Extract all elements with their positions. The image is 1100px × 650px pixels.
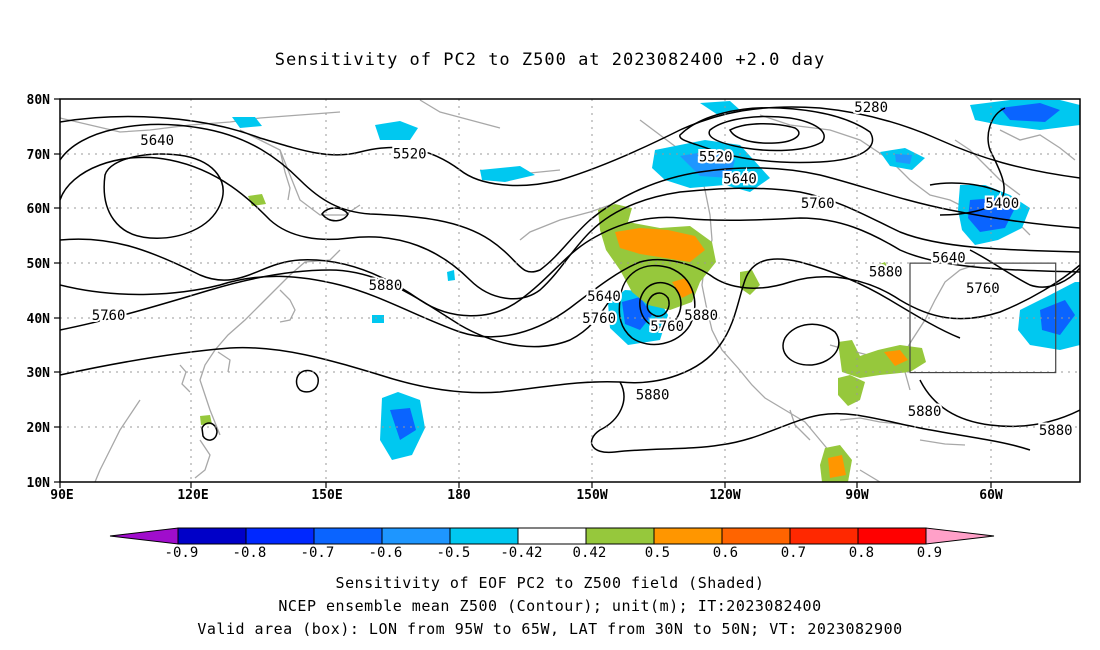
colorbar-tick-label: 0.5 <box>645 545 670 561</box>
lat-label: 70N <box>27 148 51 163</box>
caption-line-shading: Sensitivity of EOF PC2 to Z500 field (Sh… <box>335 574 765 592</box>
lat-label: 60N <box>27 202 51 217</box>
contour-label: 5880 <box>869 264 903 280</box>
colorbar-segment <box>789 527 859 545</box>
colorbar-tick-label: -0.7 <box>301 545 335 561</box>
axis-ticks <box>54 98 992 488</box>
lon-label: 90E <box>50 488 73 503</box>
colorbar-segment <box>177 527 247 545</box>
lat-label: 10N <box>27 476 51 491</box>
colorbar-segment <box>653 527 723 545</box>
colorbar-segment <box>245 527 315 545</box>
colorbar-tick-label: -0.9 <box>165 545 199 561</box>
contour-label: 5400 <box>985 196 1019 212</box>
gridlines <box>60 99 1080 482</box>
colorbar-tick-label: 0.42 <box>573 545 607 561</box>
lon-label: 60W <box>979 488 1003 503</box>
contour-label: 5760 <box>582 311 616 327</box>
colorbar-segment <box>721 527 791 545</box>
colorbar-tick-label: -0.5 <box>437 545 471 561</box>
lat-label: 30N <box>27 366 51 381</box>
colorbar-tick-label: 0.8 <box>849 545 874 561</box>
shading-positive <box>200 194 926 482</box>
lon-label: 150W <box>576 488 607 503</box>
colorbar-tick-label: -0.8 <box>233 545 267 561</box>
lon-label: 120W <box>709 488 740 503</box>
contour-label: 5640 <box>587 289 621 305</box>
contour-label: 5880 <box>908 404 942 420</box>
colorbar-segment <box>857 527 927 545</box>
colorbar-segment <box>517 527 587 545</box>
lon-label: 90W <box>845 488 869 503</box>
colorbar-tick-label: 0.9 <box>917 545 942 561</box>
colorbar-segment <box>313 527 383 545</box>
contour-label: 5280 <box>854 100 888 116</box>
caption-line-valid-area: Valid area (box): LON from 95W to 65W, L… <box>197 620 903 638</box>
z500-contours <box>60 106 1080 454</box>
colorbar-low-arrow <box>109 527 179 545</box>
contour-label: 5640 <box>932 251 966 267</box>
contour-label: 5640 <box>140 133 174 149</box>
lon-label: 120E <box>177 488 208 503</box>
contour-label: 5760 <box>650 319 684 335</box>
valid-area-box <box>909 262 1057 374</box>
caption-line-contour: NCEP ensemble mean Z500 (Contour); unit(… <box>278 597 822 615</box>
colorbar-tick-label: 0.7 <box>781 545 806 561</box>
colorbar-tick-label: -0.42 <box>500 545 542 561</box>
chart-title: Sensitivity of PC2 to Z500 at 2023082400… <box>274 50 826 70</box>
lon-label: 150E <box>311 488 342 503</box>
contour-label: 5760 <box>92 308 126 324</box>
lon-label: 180 <box>447 488 471 503</box>
contour-label: 5880 <box>1039 423 1073 439</box>
contour-label: 5880 <box>684 308 718 324</box>
colorbar-tick-label: -0.6 <box>369 545 403 561</box>
contour-label: 5760 <box>801 196 835 212</box>
contour-label: 5520 <box>699 149 733 165</box>
colorbar-segment <box>449 527 519 545</box>
contour-label: 5520 <box>393 147 427 163</box>
contour-label: 5880 <box>636 387 670 403</box>
colorbar-high-arrow <box>925 527 995 545</box>
lat-label: 40N <box>27 312 51 327</box>
contour-label: 5760 <box>966 281 1000 297</box>
lat-labels: 80N 70N 60N 50N 40N 30N 20N 10N <box>27 93 51 491</box>
colorbar-segment <box>381 527 451 545</box>
lat-label: 50N <box>27 257 51 272</box>
lat-label: 20N <box>27 421 51 436</box>
colorbar <box>109 527 995 545</box>
colorbar-labels: -0.9 -0.8 -0.7 -0.6 -0.5 -0.42 0.42 0.5 0.6 0.7 0.… <box>165 545 943 561</box>
lat-label: 80N <box>27 93 51 108</box>
colorbar-segment <box>585 527 655 545</box>
contour-label: 5640 <box>723 171 757 187</box>
colorbar-tick-label: 0.6 <box>713 545 738 561</box>
lon-labels: 90E 120E 150E 180 150W 120W 90W 60W <box>50 488 1003 503</box>
contour-label: 5880 <box>369 278 403 294</box>
